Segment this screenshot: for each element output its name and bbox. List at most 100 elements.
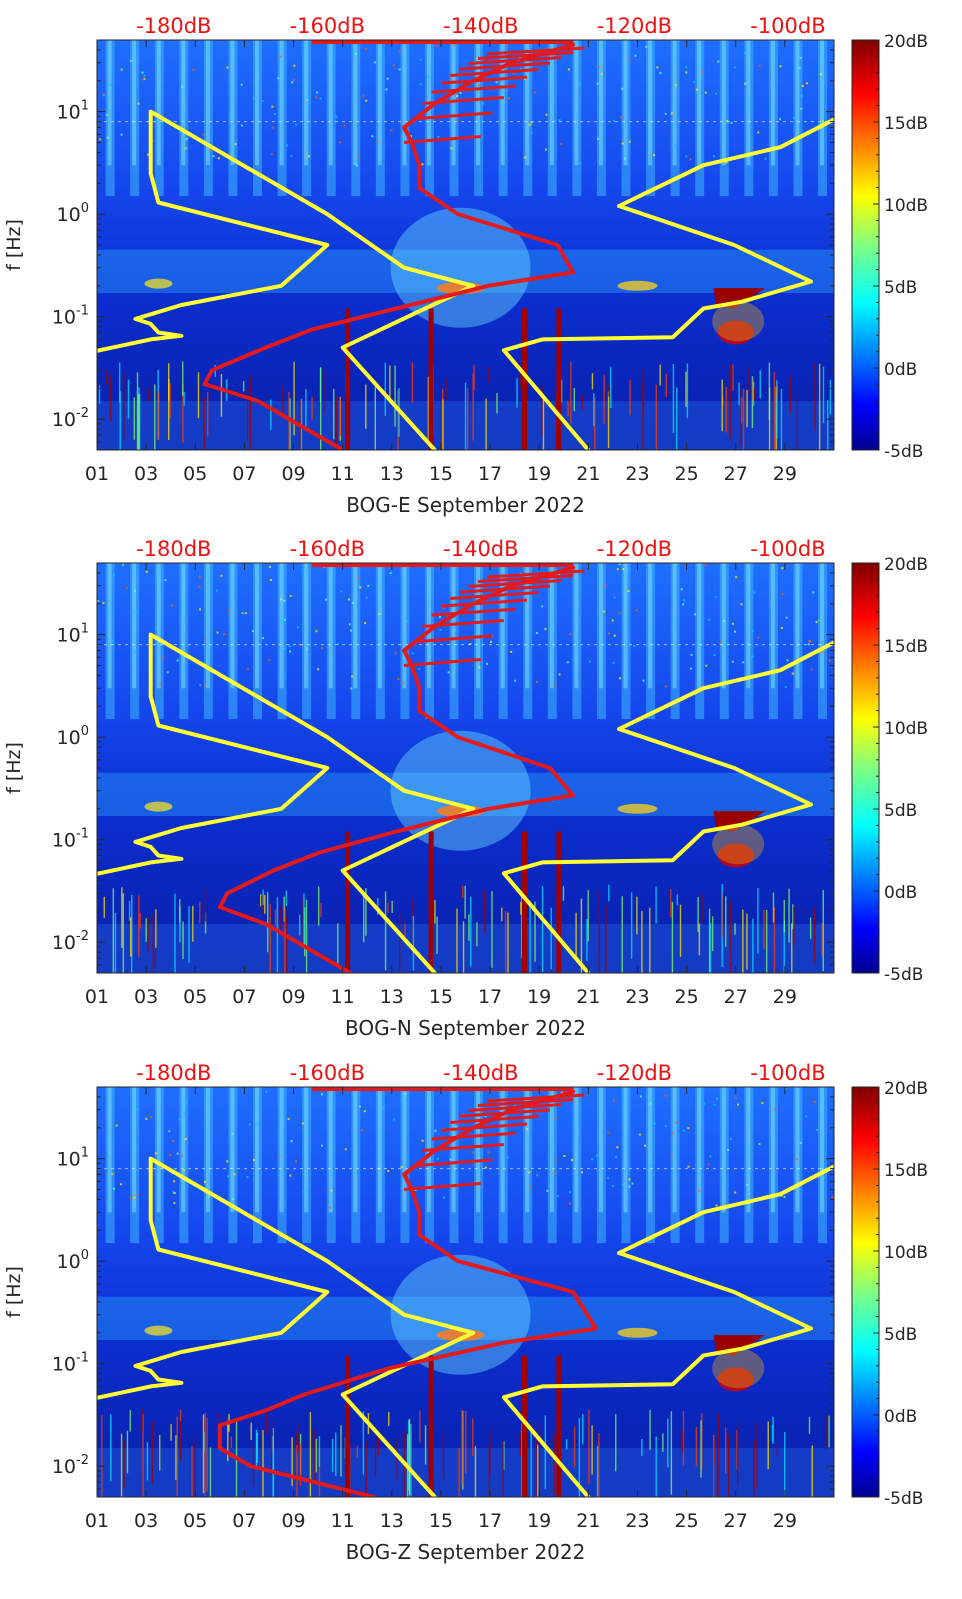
transient-spike bbox=[538, 1423, 541, 1497]
speckle bbox=[246, 667, 249, 670]
speckle bbox=[616, 568, 619, 571]
noise-streak-core bbox=[328, 563, 333, 689]
transient-spike bbox=[333, 388, 335, 440]
speckle bbox=[288, 645, 291, 648]
transient-spike bbox=[570, 362, 572, 424]
top-db-label: -100dB bbox=[750, 1061, 825, 1085]
speckle bbox=[553, 1105, 556, 1108]
speckle bbox=[330, 1189, 333, 1192]
speckle bbox=[109, 1200, 112, 1203]
speckle bbox=[694, 613, 697, 616]
x-axis: 01 03 05 07 09 11 13 15 17 19 21 23 25 27 29 BOG-E Sept… bbox=[85, 40, 797, 517]
transient-spike bbox=[398, 913, 401, 971]
noise-streak-core bbox=[648, 563, 653, 689]
y-tick-base: 10 bbox=[52, 932, 76, 954]
top-db-label: -140dB bbox=[443, 537, 518, 561]
transient-spike bbox=[629, 380, 631, 416]
transient-spike bbox=[179, 899, 181, 923]
speckle bbox=[135, 1194, 138, 1197]
speckle bbox=[606, 1176, 609, 1179]
speckle bbox=[820, 651, 823, 654]
transient-spike bbox=[586, 919, 588, 961]
speckle bbox=[386, 77, 389, 80]
x-tick-label: 03 bbox=[134, 463, 158, 485]
x-tick-label: 19 bbox=[527, 986, 551, 1008]
psd-percentile-trace bbox=[450, 591, 539, 601]
transient-spike bbox=[242, 381, 245, 392]
speckle bbox=[136, 1108, 139, 1111]
speckle bbox=[528, 123, 531, 126]
speckle bbox=[306, 98, 309, 101]
transient-spike bbox=[607, 391, 610, 449]
noise-streak-core bbox=[697, 1087, 702, 1213]
top-db-label: -180dB bbox=[136, 14, 211, 38]
transient-spike bbox=[174, 893, 176, 973]
speckle bbox=[365, 596, 368, 599]
noise-streak-core bbox=[304, 40, 309, 166]
transient-spike bbox=[412, 915, 415, 971]
noise-streak-core bbox=[672, 40, 677, 166]
colorbar-label: 5dB bbox=[884, 278, 917, 298]
speckle bbox=[495, 81, 498, 84]
transient-spike bbox=[465, 1410, 467, 1474]
transient-spike bbox=[407, 1419, 410, 1491]
event-line bbox=[428, 1355, 434, 1497]
speckle bbox=[429, 1165, 432, 1168]
transient-spike bbox=[791, 923, 793, 973]
transient-spike bbox=[182, 383, 184, 444]
transient-spike bbox=[461, 1409, 463, 1486]
transient-spike bbox=[121, 887, 123, 948]
transient-spike bbox=[246, 388, 249, 441]
colorbar-label: 15dB bbox=[884, 637, 928, 657]
speckle bbox=[664, 685, 667, 688]
speckle bbox=[758, 64, 761, 67]
transient-spike bbox=[649, 907, 651, 973]
speckle bbox=[293, 64, 296, 67]
noise-streak-core bbox=[820, 1087, 825, 1213]
psd-percentile-trace bbox=[403, 135, 481, 144]
noise-streak-core bbox=[574, 40, 579, 166]
speckle bbox=[715, 92, 718, 95]
transient-spike bbox=[297, 1423, 299, 1454]
transient-spike bbox=[488, 367, 490, 383]
speckle bbox=[448, 662, 451, 665]
speckle bbox=[649, 1164, 652, 1167]
transient-spike bbox=[776, 385, 779, 399]
top-db-label: -120dB bbox=[597, 1061, 672, 1085]
speckle bbox=[240, 83, 243, 86]
noise-streak-core bbox=[820, 40, 825, 166]
transient-spike bbox=[175, 1435, 177, 1481]
speckle bbox=[828, 659, 831, 662]
colorbar-label: -5dB bbox=[884, 442, 923, 462]
transient-spike bbox=[725, 386, 727, 433]
transient-spike bbox=[220, 373, 223, 417]
x-tick-label: 25 bbox=[675, 1510, 699, 1532]
transient-spike bbox=[129, 1410, 131, 1432]
noise-streak-core bbox=[353, 563, 358, 689]
speckle bbox=[566, 661, 569, 664]
noise-streak-core bbox=[549, 40, 554, 166]
x-tick-label: 15 bbox=[429, 463, 453, 485]
transient-spike bbox=[282, 386, 284, 417]
high-noise-model-curve bbox=[501, 1164, 834, 1497]
speckle bbox=[361, 1128, 364, 1131]
speckle bbox=[757, 131, 760, 134]
y-tick-base: 10 bbox=[57, 1251, 81, 1273]
speckle bbox=[510, 650, 513, 653]
event-patch bbox=[717, 843, 754, 868]
event-line bbox=[345, 831, 351, 973]
speckle bbox=[753, 591, 756, 594]
speckle bbox=[252, 97, 255, 100]
transient-spike bbox=[101, 1415, 103, 1497]
y-tick-exponent: 0 bbox=[81, 201, 89, 216]
speckle bbox=[626, 41, 629, 44]
noise-streak-core bbox=[500, 40, 505, 166]
x-axis: 01 03 05 07 09 11 13 15 17 19 21 23 25 27 29 BOG-Z Sept… bbox=[85, 1087, 797, 1564]
transient-spike bbox=[550, 907, 552, 970]
event-line bbox=[428, 831, 434, 973]
psd-percentile-trace bbox=[431, 607, 516, 617]
speckle bbox=[724, 643, 727, 646]
speckle bbox=[168, 1130, 171, 1133]
transient-spike bbox=[179, 906, 181, 943]
speckle bbox=[816, 1128, 819, 1131]
